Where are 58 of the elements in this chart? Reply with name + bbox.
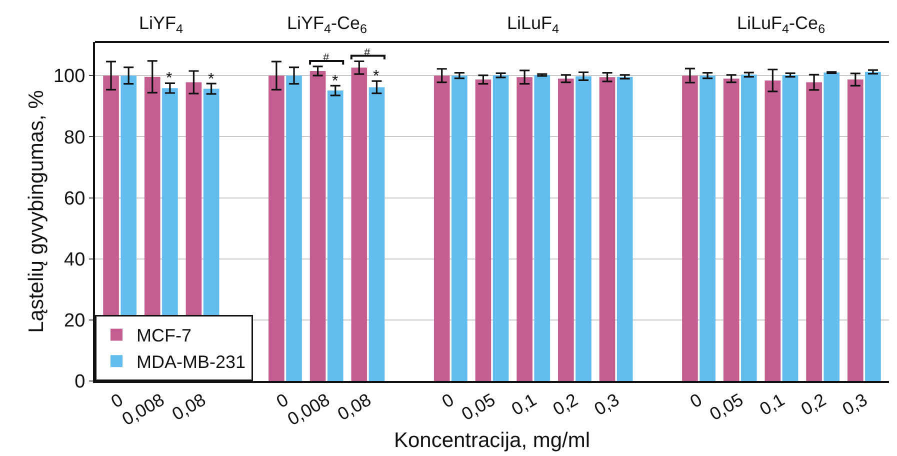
bar bbox=[286, 76, 302, 381]
bar bbox=[310, 71, 326, 381]
bar bbox=[616, 76, 633, 381]
y-tick-label: 100 bbox=[53, 66, 86, 88]
y-tick-label: 40 bbox=[64, 249, 86, 270]
bar bbox=[782, 74, 798, 381]
text: LiYF$_{4}$ bbox=[139, 13, 184, 36]
y-axis-title: Ląstelių gyvybingumas, % bbox=[25, 90, 48, 333]
legend-label: MCF-7 bbox=[136, 326, 192, 346]
bar bbox=[682, 76, 698, 381]
bar bbox=[534, 74, 550, 381]
y-tick-label: 60 bbox=[64, 188, 86, 210]
bar bbox=[351, 68, 368, 381]
text: LiYF$_{4}$-Ce$_{6}$ bbox=[287, 13, 368, 36]
y-tick-label: 80 bbox=[64, 127, 86, 148]
data-label: * bbox=[373, 68, 380, 85]
bar bbox=[723, 78, 740, 381]
bar bbox=[268, 76, 284, 381]
data-label: * bbox=[208, 71, 214, 88]
bar bbox=[576, 76, 592, 381]
x-tick-label: 0,3 bbox=[590, 390, 623, 420]
x-tick-label: 0 bbox=[273, 390, 292, 412]
data-label: * bbox=[166, 70, 172, 87]
bar bbox=[865, 72, 881, 381]
bar bbox=[847, 80, 864, 381]
bar bbox=[434, 76, 450, 381]
bar bbox=[492, 75, 509, 381]
x-tick-label: 0 bbox=[108, 390, 126, 412]
x-tick-label: 0,2 bbox=[550, 390, 582, 420]
y-tick-label: 0 bbox=[74, 372, 86, 393]
x-tick-label: 0,08 bbox=[334, 390, 374, 424]
bar bbox=[700, 76, 716, 381]
x-tick-label: 0,3 bbox=[839, 390, 871, 420]
legend-label: MDA-MB-231 bbox=[136, 352, 246, 372]
x-tick-label: 0,1 bbox=[508, 390, 540, 420]
x-tick-label: 0 bbox=[438, 390, 458, 412]
data-label: * bbox=[332, 73, 338, 90]
bar bbox=[599, 77, 616, 381]
y-tick-label: 20 bbox=[64, 310, 86, 332]
x-tick-label: 0 bbox=[686, 390, 706, 412]
bar bbox=[558, 78, 574, 381]
bar bbox=[516, 77, 532, 381]
x-tick-label: 0,08 bbox=[168, 390, 210, 424]
x-tick-label: 0,05 bbox=[458, 390, 498, 424]
bar bbox=[368, 87, 385, 381]
x-tick-label: 0,05 bbox=[706, 390, 747, 424]
bar bbox=[327, 90, 344, 381]
x-tick-label: 0,1 bbox=[756, 390, 788, 420]
x-axis-title: Koncentracija, mg/ml bbox=[394, 429, 590, 452]
bar bbox=[475, 80, 492, 381]
bar bbox=[452, 76, 468, 381]
bar bbox=[741, 74, 757, 381]
bar bbox=[764, 80, 781, 381]
text: LiLuF$_{4}$ bbox=[507, 13, 560, 36]
text: LiLuF$_{4}$-Ce$_{6}$ bbox=[737, 13, 826, 36]
bar bbox=[824, 72, 840, 381]
bar bbox=[806, 82, 822, 381]
x-tick-label: 0,2 bbox=[798, 390, 830, 420]
